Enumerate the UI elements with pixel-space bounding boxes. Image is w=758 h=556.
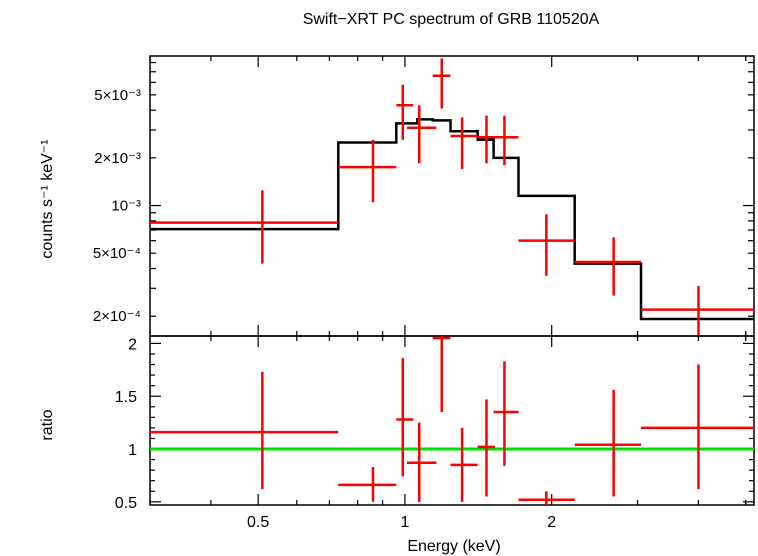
spectrum-panel-frame <box>149 55 755 337</box>
ratio-point-3 <box>407 422 437 502</box>
ratio-point-4 <box>432 336 451 413</box>
ratio-point-7 <box>493 361 519 466</box>
spectrum-point-7 <box>493 115 519 166</box>
spectrum-point-0 <box>150 190 339 264</box>
y-tick-label: 5×10⁻⁴ <box>93 245 141 262</box>
ratio-point-9 <box>574 389 642 497</box>
spectrum-point-4 <box>432 58 451 109</box>
y-tick-label: 10⁻³ <box>111 198 141 215</box>
x-tick-label: 1 <box>400 514 409 531</box>
ratio-panel-frame <box>149 335 755 506</box>
x-tick-label: 2 <box>547 514 556 531</box>
y-tick-label: 0.5 <box>115 495 137 512</box>
chart-title: Swift−XRT PC spectrum of GRB 110520A <box>303 11 600 28</box>
y-tick-label: 5×10⁻³ <box>94 87 141 104</box>
y-tick-label: 2×10⁻⁴ <box>93 308 141 325</box>
y-tick-label: 2×10⁻³ <box>94 150 141 167</box>
spectrum-panel: 5×10⁻³ 2×10⁻³ 10⁻³ 5×10⁻⁴ 2×10⁻⁴ <box>93 55 755 505</box>
spectrum-point-2 <box>396 84 414 140</box>
ratio-point-5 <box>450 427 478 502</box>
spectrum-point-3 <box>407 105 437 164</box>
y-tick-label: 1 <box>128 442 137 459</box>
ratio-point-6 <box>477 399 495 497</box>
model-step-line <box>150 118 754 321</box>
spectrum-point-6 <box>477 115 495 164</box>
y-tick-label: 2 <box>128 336 137 353</box>
ratio-point-10 <box>641 364 754 490</box>
bottom-y-axis-label: ratio <box>39 409 56 440</box>
x-tick-label: 0.5 <box>247 514 269 531</box>
top-y-axis-label: counts s⁻¹ keV⁻¹ <box>39 139 56 258</box>
x-axis-label: Energy (keV) <box>407 538 500 555</box>
spectrum-point-8 <box>518 214 575 276</box>
spectrum-point-5 <box>450 117 478 170</box>
ratio-point-2 <box>396 358 414 477</box>
y-tick-label: 1.5 <box>115 389 137 406</box>
ratio-point-1 <box>338 466 397 502</box>
spectrum-point-9 <box>574 237 642 296</box>
ratio-panel: 0.5 1 2 2 1.5 1 0.5 <box>115 56 755 531</box>
ratio-point-0 <box>150 371 339 490</box>
spectrum-point-10 <box>641 286 754 336</box>
spectrum-point-1 <box>338 139 397 203</box>
ratio-point-8 <box>518 491 575 505</box>
